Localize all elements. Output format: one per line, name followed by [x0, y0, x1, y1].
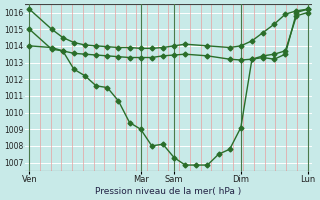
X-axis label: Pression niveau de la mer( hPa ): Pression niveau de la mer( hPa ) [95, 187, 242, 196]
